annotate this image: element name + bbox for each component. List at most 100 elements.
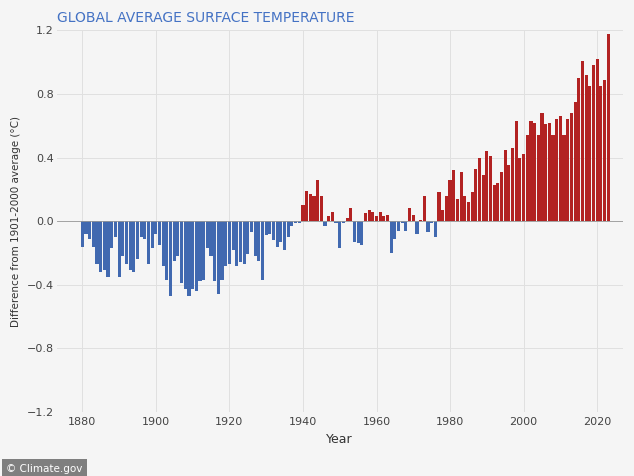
- Bar: [526, 135, 529, 221]
- Bar: [323, 221, 327, 226]
- Bar: [474, 169, 477, 221]
- Bar: [99, 221, 102, 272]
- Y-axis label: Difference from 1901-2000 average (°C): Difference from 1901-2000 average (°C): [11, 116, 21, 327]
- Bar: [445, 196, 448, 221]
- Bar: [327, 216, 330, 221]
- Text: GLOBAL AVERAGE SURFACE TEMPERATURE: GLOBAL AVERAGE SURFACE TEMPERATURE: [56, 11, 354, 25]
- Bar: [276, 221, 279, 247]
- Bar: [507, 166, 510, 221]
- Bar: [320, 196, 323, 221]
- Bar: [184, 221, 187, 289]
- Bar: [96, 221, 98, 264]
- Bar: [533, 123, 536, 221]
- Bar: [346, 218, 349, 221]
- Bar: [139, 221, 143, 237]
- Bar: [393, 221, 396, 238]
- Bar: [540, 113, 543, 221]
- Bar: [117, 221, 120, 277]
- Bar: [378, 211, 382, 221]
- Bar: [368, 210, 371, 221]
- Bar: [228, 221, 231, 264]
- Bar: [544, 124, 547, 221]
- Bar: [301, 205, 304, 221]
- Bar: [239, 221, 242, 262]
- Bar: [81, 221, 84, 247]
- Bar: [176, 221, 179, 256]
- Bar: [84, 221, 87, 234]
- Bar: [430, 221, 433, 223]
- Bar: [309, 194, 312, 221]
- Bar: [121, 221, 124, 256]
- Bar: [129, 221, 132, 270]
- Bar: [353, 221, 356, 242]
- Bar: [136, 221, 139, 259]
- Bar: [415, 221, 418, 234]
- Bar: [283, 221, 286, 250]
- Bar: [434, 221, 437, 237]
- Bar: [548, 123, 551, 221]
- Bar: [467, 202, 470, 221]
- Bar: [588, 86, 592, 221]
- Bar: [88, 221, 91, 238]
- Bar: [338, 221, 341, 248]
- Bar: [566, 119, 569, 221]
- Bar: [500, 172, 503, 221]
- Bar: [559, 116, 562, 221]
- Bar: [290, 221, 294, 226]
- Bar: [114, 221, 117, 237]
- Bar: [529, 121, 533, 221]
- Bar: [250, 221, 253, 232]
- Bar: [496, 183, 500, 221]
- Bar: [246, 221, 249, 255]
- Bar: [375, 216, 378, 221]
- Bar: [441, 210, 444, 221]
- Bar: [235, 221, 238, 266]
- Bar: [570, 113, 573, 221]
- Bar: [585, 75, 588, 221]
- Bar: [419, 219, 422, 221]
- Bar: [280, 221, 283, 242]
- Bar: [110, 221, 113, 248]
- Bar: [154, 221, 157, 234]
- Bar: [482, 175, 485, 221]
- Bar: [511, 148, 514, 221]
- Bar: [452, 170, 455, 221]
- Bar: [552, 135, 555, 221]
- Bar: [562, 135, 566, 221]
- Bar: [356, 221, 359, 243]
- Bar: [603, 79, 606, 221]
- Bar: [107, 221, 110, 277]
- Bar: [143, 221, 146, 238]
- Bar: [349, 208, 353, 221]
- Bar: [221, 221, 224, 280]
- Bar: [213, 221, 216, 281]
- Bar: [316, 180, 320, 221]
- Bar: [125, 221, 128, 264]
- Bar: [485, 151, 488, 221]
- Bar: [261, 221, 264, 280]
- Bar: [209, 221, 212, 256]
- Text: © Climate.gov: © Climate.gov: [6, 464, 82, 474]
- Bar: [519, 158, 522, 221]
- Bar: [581, 60, 584, 221]
- Bar: [191, 221, 194, 289]
- Bar: [257, 221, 261, 261]
- Bar: [305, 191, 308, 221]
- Bar: [503, 149, 507, 221]
- Bar: [198, 221, 202, 281]
- Bar: [147, 221, 150, 264]
- Bar: [254, 221, 257, 256]
- Bar: [390, 221, 393, 253]
- Bar: [202, 221, 205, 280]
- Bar: [470, 192, 474, 221]
- Bar: [372, 211, 375, 221]
- Bar: [287, 221, 290, 237]
- Bar: [411, 215, 415, 221]
- Bar: [423, 196, 426, 221]
- Bar: [460, 172, 463, 221]
- Bar: [272, 221, 275, 240]
- Bar: [515, 121, 518, 221]
- Bar: [172, 221, 176, 261]
- Bar: [489, 156, 492, 221]
- Bar: [158, 221, 161, 245]
